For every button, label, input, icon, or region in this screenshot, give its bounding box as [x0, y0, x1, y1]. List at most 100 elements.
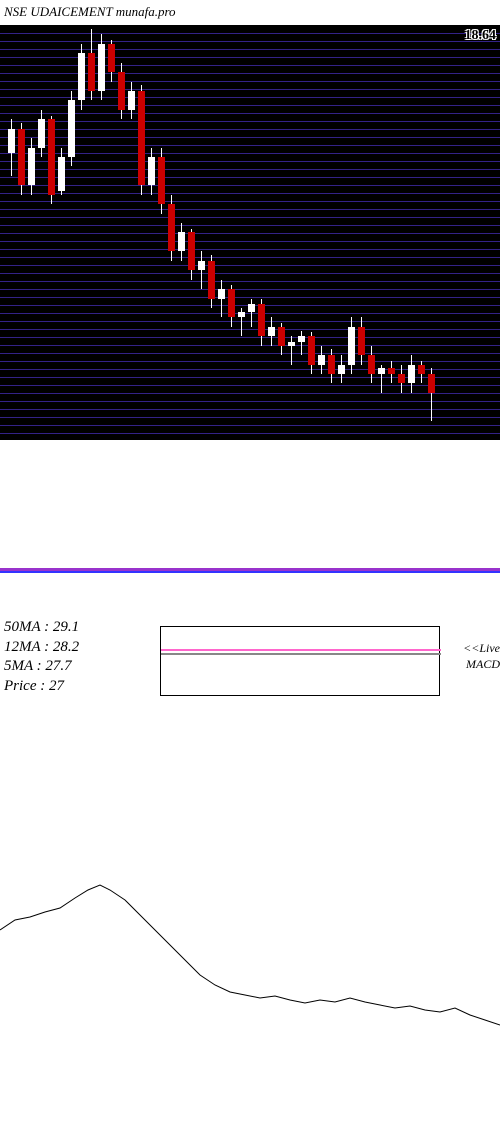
gridline — [0, 209, 500, 210]
candle — [298, 331, 305, 356]
gridline — [0, 257, 500, 258]
candle — [178, 223, 185, 261]
candle — [328, 349, 335, 383]
volume-line — [0, 440, 500, 1140]
gridline — [0, 249, 500, 250]
candle — [88, 29, 95, 101]
gridline — [0, 353, 500, 354]
candle — [158, 148, 165, 214]
gridline — [0, 281, 500, 282]
gridline — [0, 137, 500, 138]
candle — [238, 308, 245, 336]
candle — [118, 63, 125, 120]
gridline — [0, 345, 500, 346]
gridline — [0, 337, 500, 338]
gridline — [0, 265, 500, 266]
gridline — [0, 169, 500, 170]
gridline — [0, 409, 500, 410]
gridline — [0, 185, 500, 186]
gridline — [0, 241, 500, 242]
gridline — [0, 201, 500, 202]
macd-box — [160, 626, 440, 696]
live-label: <<Live — [463, 641, 500, 656]
gridline — [0, 121, 500, 122]
candle — [108, 40, 115, 82]
gridline — [0, 433, 500, 434]
main-candlestick-chart: 18.64 — [0, 0, 500, 440]
candle — [128, 82, 135, 120]
candle — [218, 280, 225, 318]
stat-5ma: 5MA : 27.7 — [4, 657, 79, 677]
stat-12ma: 12MA : 28.2 — [4, 638, 79, 658]
gridline — [0, 273, 500, 274]
gridline — [0, 289, 500, 290]
gridline — [0, 129, 500, 130]
gridline — [0, 97, 500, 98]
gridline — [0, 65, 500, 66]
stats-box: 50MA : 29.1 12MA : 28.2 5MA : 27.7 Price… — [4, 618, 79, 696]
candle — [378, 365, 385, 393]
gridline — [0, 425, 500, 426]
candle — [138, 85, 145, 194]
gridline — [0, 225, 500, 226]
candle — [168, 195, 175, 261]
current-price-label: 18.64 — [465, 28, 497, 44]
gridline — [0, 81, 500, 82]
stat-50ma: 50MA : 29.1 — [4, 618, 79, 638]
gridline — [0, 33, 500, 34]
gridline — [0, 361, 500, 362]
candle — [228, 285, 235, 327]
candle — [288, 336, 295, 364]
candle — [398, 365, 405, 393]
candle — [428, 368, 435, 421]
gridline — [0, 329, 500, 330]
gridline — [0, 385, 500, 386]
gridline — [0, 177, 500, 178]
gridline — [0, 105, 500, 106]
candle — [188, 229, 195, 280]
gridline — [0, 377, 500, 378]
candle — [258, 299, 265, 346]
candle — [18, 123, 25, 195]
candle — [368, 346, 375, 384]
gridline — [0, 153, 500, 154]
gridline — [0, 417, 500, 418]
stat-price: Price : 27 — [4, 677, 79, 697]
candle — [348, 317, 355, 374]
candle — [318, 346, 325, 374]
gridline — [0, 161, 500, 162]
gridline — [0, 41, 500, 42]
candle — [198, 251, 205, 289]
lower-indicator-panel: 50MA : 29.1 12MA : 28.2 5MA : 27.7 Price… — [0, 440, 500, 700]
candle — [38, 110, 45, 157]
gridline — [0, 113, 500, 114]
candle — [338, 355, 345, 383]
candle — [358, 317, 365, 364]
ma-band-blue — [0, 571, 500, 573]
candle — [78, 44, 85, 110]
candle — [268, 317, 275, 345]
candle — [248, 299, 255, 327]
gridline — [0, 89, 500, 90]
candle — [208, 255, 215, 308]
gridline — [0, 369, 500, 370]
gridline — [0, 49, 500, 50]
gridline — [0, 393, 500, 394]
candle — [48, 116, 55, 205]
macd-line-pink — [161, 649, 441, 651]
gridline — [0, 57, 500, 58]
gridline — [0, 401, 500, 402]
candle — [388, 361, 395, 384]
gridline — [0, 145, 500, 146]
candle — [98, 34, 105, 100]
gridline — [0, 217, 500, 218]
candle — [68, 91, 75, 166]
gridline — [0, 233, 500, 234]
candle — [148, 148, 155, 195]
candle — [418, 361, 425, 384]
candle — [28, 138, 35, 195]
macd-label: MACD — [466, 657, 500, 672]
candle — [278, 323, 285, 355]
candle — [308, 332, 315, 374]
gridline — [0, 193, 500, 194]
